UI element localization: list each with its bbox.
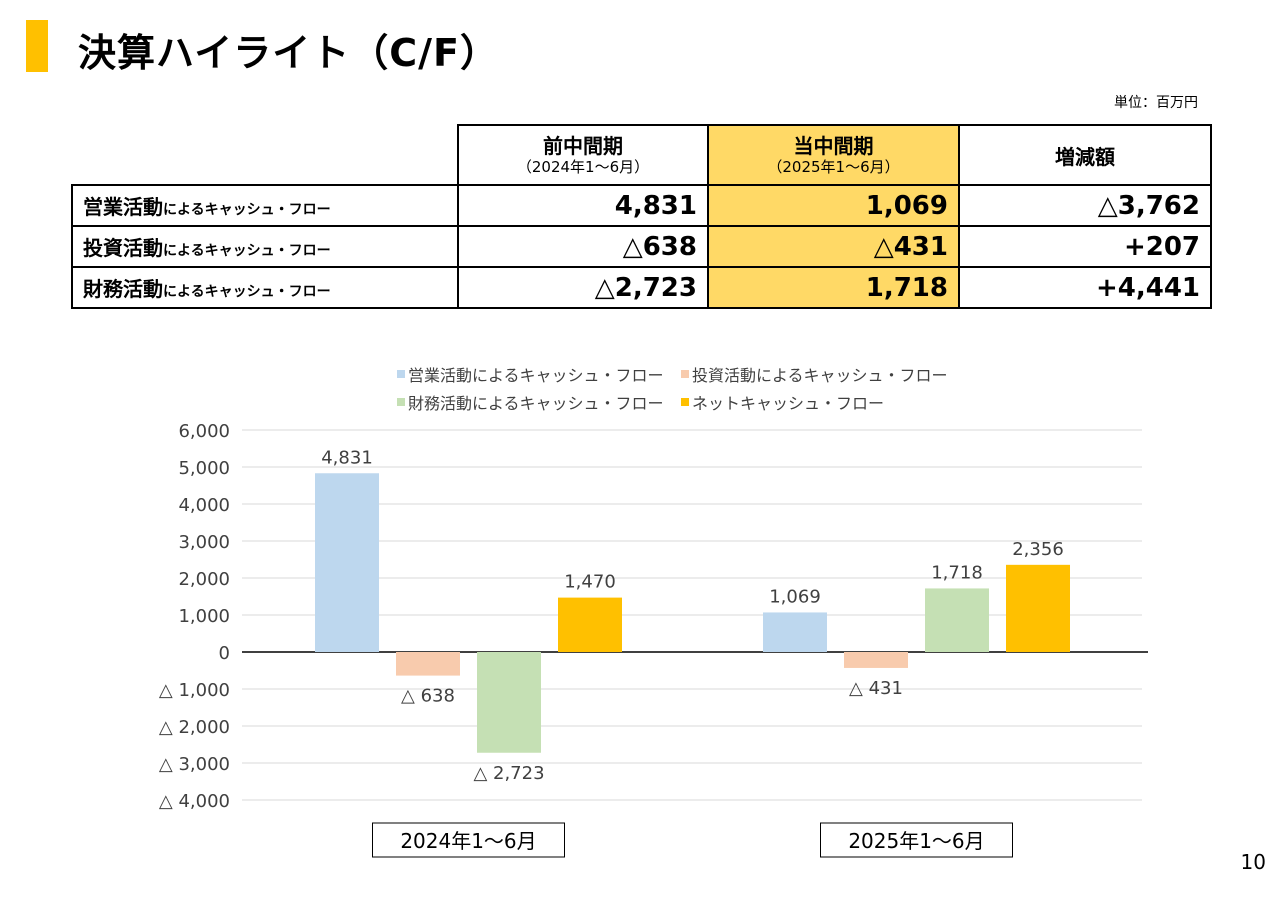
table-header-row: 前中間期 （2024年1～6月） 当中間期 （2025年1～6月） 増減額 — [72, 124, 1212, 186]
bar — [315, 473, 379, 652]
row-label: 営業活動によるキャッシュ・フロー — [71, 184, 459, 227]
page-title: 決算ハイライト（C/F） — [78, 31, 499, 75]
current-value: 1,069 — [707, 184, 960, 227]
data-label: 1,718 — [931, 562, 983, 583]
y-tick-label: 0 — [219, 643, 230, 664]
data-label: △ 2,723 — [473, 763, 544, 784]
table-row: 投資活動によるキャッシュ・フロー △638 △431 +207 — [71, 225, 1212, 268]
row-label-main: 営業活動 — [83, 195, 163, 219]
y-tick-label: △ 1,000 — [159, 680, 230, 701]
title-accent-bar — [26, 20, 48, 72]
legend-label: 営業活動によるキャッシュ・フロー — [408, 366, 664, 385]
legend-label: 財務活動によるキャッシュ・フロー — [408, 394, 664, 413]
header-prev-period: 前中間期 （2024年1～6月） — [457, 124, 709, 186]
row-label: 財務活動によるキャッシュ・フロー — [71, 266, 459, 309]
bar — [763, 612, 827, 652]
legend-swatch — [397, 370, 405, 378]
y-tick-label: 4,000 — [178, 495, 230, 516]
legend-swatch — [397, 398, 405, 406]
header-prev-title: 前中間期 — [543, 134, 623, 158]
legend-label: 投資活動によるキャッシュ・フロー — [692, 366, 948, 385]
cash-flow-bar-chart: 6,000 5,000 4,000 3,000 2,000 1,000 0 △ 1,000 △ … — [159, 366, 1148, 858]
data-label: 4,831 — [321, 447, 373, 468]
y-tick-label: △ 3,000 — [159, 754, 230, 775]
category-label-box — [372, 822, 565, 858]
header-current-range: （2025年1～6月） — [767, 158, 900, 176]
legend-swatch — [681, 398, 689, 406]
difference-value: △3,762 — [958, 184, 1212, 227]
row-label-sub: によるキャッシュ・フロー — [163, 284, 331, 300]
x-category-label: 2024年1～6月 — [400, 829, 536, 853]
y-tick-label: 5,000 — [178, 458, 230, 479]
bar — [477, 652, 541, 753]
data-label: △ 638 — [401, 686, 455, 707]
prev-value: 4,831 — [457, 184, 709, 227]
y-tick-label: △ 2,000 — [159, 717, 230, 738]
table-row: 財務活動によるキャッシュ・フロー △2,723 1,718 +4,441 — [71, 266, 1212, 309]
bar — [558, 597, 622, 652]
legend-swatch — [681, 370, 689, 378]
data-label: 1,069 — [769, 586, 821, 607]
table-row: 営業活動によるキャッシュ・フロー 4,831 1,069 △3,762 — [71, 184, 1212, 227]
current-value: 1,718 — [707, 266, 960, 309]
y-tick-label: △ 4,000 — [159, 791, 230, 812]
header-current-title: 当中間期 — [793, 134, 874, 158]
table-corner-cell — [72, 125, 458, 186]
bar — [396, 652, 460, 676]
header-current-period: 当中間期 （2025年1～6月） — [707, 124, 960, 186]
row-label-main: 財務活動 — [83, 277, 163, 301]
bar — [844, 652, 908, 668]
bar — [925, 588, 989, 652]
y-tick-label: 3,000 — [178, 532, 230, 553]
row-label: 投資活動によるキャッシュ・フロー — [71, 225, 459, 268]
header-difference: 増減額 — [958, 124, 1212, 186]
header-prev-range: （2024年1～6月） — [516, 158, 650, 176]
y-tick-label: 1,000 — [178, 606, 230, 627]
category-label-box — [820, 822, 1013, 858]
unit-label: 単位：百万円 — [1114, 95, 1198, 111]
page-number: 10 — [1240, 850, 1266, 874]
row-label-sub: によるキャッシュ・フロー — [163, 202, 331, 218]
current-value: △431 — [707, 225, 960, 268]
legend-label: ネットキャッシュ・フロー — [692, 394, 884, 413]
cash-flow-table: 前中間期 （2024年1～6月） 当中間期 （2025年1～6月） 増減額 営業… — [71, 124, 1212, 309]
data-label: 2,356 — [1012, 539, 1064, 560]
bar — [1006, 564, 1070, 652]
row-label-sub: によるキャッシュ・フロー — [163, 243, 331, 259]
prev-value: △2,723 — [457, 266, 709, 309]
row-label-main: 投資活動 — [83, 236, 163, 260]
y-tick-label: 6,000 — [178, 421, 230, 442]
header-difference-title: 増減額 — [1055, 144, 1115, 169]
difference-value: +4,441 — [958, 266, 1212, 309]
y-tick-label: 2,000 — [178, 569, 230, 590]
x-category-label: 2025年1～6月 — [848, 829, 984, 853]
data-label: 1,470 — [564, 572, 616, 593]
data-label: △ 431 — [849, 678, 903, 699]
prev-value: △638 — [457, 225, 709, 268]
difference-value: +207 — [958, 225, 1212, 268]
